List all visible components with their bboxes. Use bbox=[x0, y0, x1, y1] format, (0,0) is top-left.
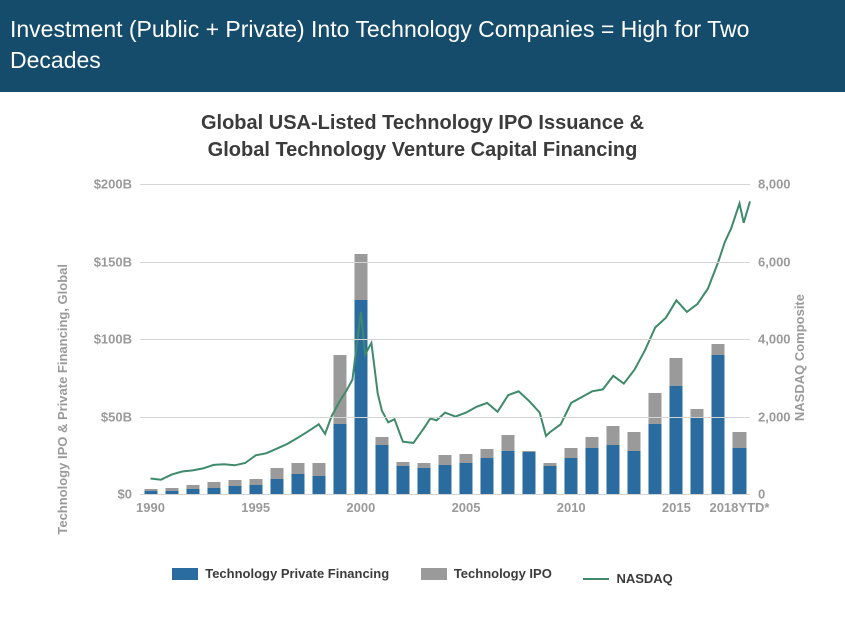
header-title: Investment (Public + Private) Into Techn… bbox=[10, 16, 749, 73]
x-tick-label: 2015 bbox=[662, 494, 691, 515]
y1-tick-label: $100B bbox=[94, 332, 140, 347]
y1-tick-label: $150B bbox=[94, 254, 140, 269]
legend-label-ipo: Technology IPO bbox=[454, 566, 552, 581]
swatch-ipo bbox=[421, 568, 447, 580]
x-tick-label: 1995 bbox=[241, 494, 270, 515]
y2-tick-label: 6,000 bbox=[750, 254, 791, 269]
y2-tick-label: 8,000 bbox=[750, 177, 791, 192]
y2-tick-label: 4,000 bbox=[750, 332, 791, 347]
plot-region: $0$50B$100B$150B$200B02,0004,0006,0008,0… bbox=[140, 184, 750, 494]
nasdaq-line bbox=[151, 201, 751, 479]
legend-item-private: Technology Private Financing bbox=[172, 566, 389, 581]
legend-label-private: Technology Private Financing bbox=[205, 566, 389, 581]
y1-tick-label: $200B bbox=[94, 177, 140, 192]
y1-tick-label: $50B bbox=[101, 409, 140, 424]
x-tick-label: 2000 bbox=[346, 494, 375, 515]
y2-axis-label: NASDAQ Composite bbox=[792, 294, 807, 421]
y1-axis-label: Technology IPO & Private Financing, Glob… bbox=[55, 264, 70, 535]
swatch-private bbox=[172, 568, 198, 580]
chart-title: Global USA-Listed Technology IPO Issuanc… bbox=[0, 110, 845, 164]
x-tick-label: 2010 bbox=[557, 494, 586, 515]
x-tick-label: 2018YTD* bbox=[709, 494, 769, 515]
legend-item-ipo: Technology IPO bbox=[421, 566, 552, 581]
slide-header: Investment (Public + Private) Into Techn… bbox=[0, 0, 845, 92]
grid-line bbox=[140, 494, 750, 495]
grid-line bbox=[140, 262, 750, 263]
grid-line bbox=[140, 339, 750, 340]
chart-title-line1: Global USA-Listed Technology IPO Issuanc… bbox=[201, 112, 644, 134]
legend-label-nasdaq: NASDAQ bbox=[616, 571, 672, 586]
chart-area: Technology IPO & Private Financing, Glob… bbox=[0, 164, 845, 594]
grid-line bbox=[140, 417, 750, 418]
y2-tick-label: 2,000 bbox=[750, 409, 791, 424]
legend: Technology Private Financing Technology … bbox=[0, 566, 845, 586]
chart-title-line2: Global Technology Venture Capital Financ… bbox=[208, 139, 638, 161]
x-tick-label: 2005 bbox=[452, 494, 481, 515]
swatch-nasdaq bbox=[583, 578, 609, 580]
grid-line bbox=[140, 184, 750, 185]
x-tick-label: 1990 bbox=[136, 494, 165, 515]
legend-item-nasdaq: NASDAQ bbox=[583, 571, 672, 586]
